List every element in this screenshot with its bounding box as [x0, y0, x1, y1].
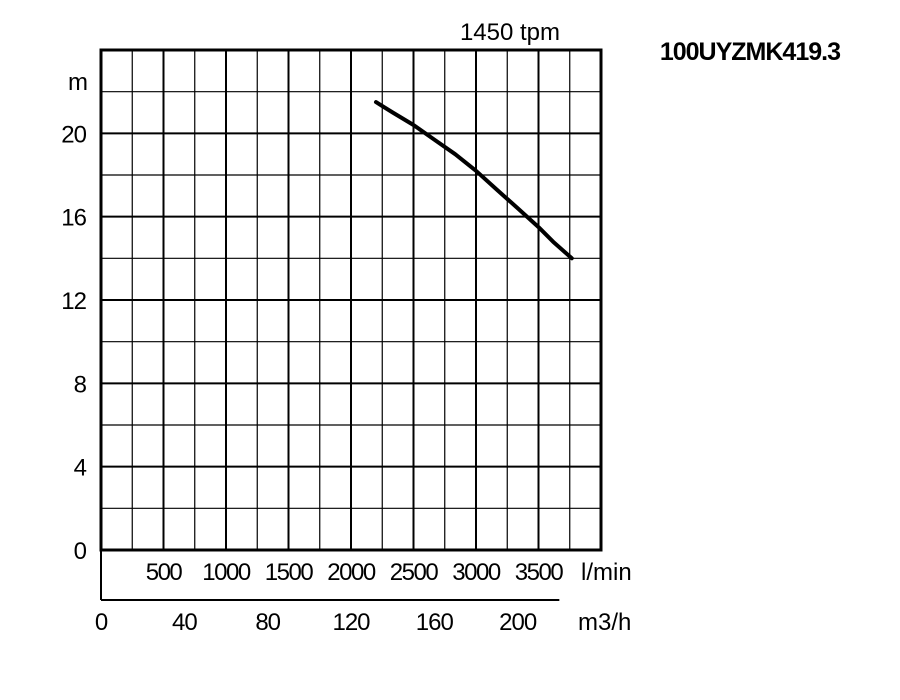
lmin-unit-label: l/min: [581, 559, 632, 586]
subtitle-rpm: 1450 tpm: [460, 19, 560, 46]
grid: [101, 50, 601, 550]
x-tick-labels: 0 40 80 120 160 200: [95, 609, 538, 636]
lmin-tick-label: 500: [146, 559, 183, 586]
y-tick-labels: 0 4 8 12 16 20: [61, 121, 87, 565]
lmin-tick-label: 2500: [390, 559, 439, 586]
x-tick-label: 160: [416, 609, 454, 636]
y-tick-label: 0: [74, 538, 87, 565]
lmin-tick-label: 2000: [327, 559, 376, 586]
y-tick-label: 20: [61, 121, 86, 148]
head-flow-curve: [374, 100, 574, 261]
chart-title-model: 100UYZMK419.3: [660, 38, 840, 66]
x-tick-label: 120: [332, 609, 370, 636]
x-tick-label: 80: [255, 609, 280, 636]
lmin-tick-label: 3000: [452, 559, 501, 586]
y-tick-label: 8: [74, 371, 87, 398]
lmin-tick-label: 1500: [265, 559, 314, 586]
x-tick-label: 0: [95, 609, 108, 636]
x-tick-label: 200: [499, 609, 537, 636]
y-tick-label: 16: [61, 205, 86, 232]
x-axis-unit-label: m3/h: [578, 609, 631, 636]
lmin-tick-labels: 500 1000 1500 2000 2500 3000 3500: [146, 559, 565, 586]
y-tick-label: 12: [61, 288, 86, 315]
y-tick-label: 4: [74, 455, 87, 482]
y-axis-unit-label: m: [68, 69, 88, 96]
x-tick-label: 40: [172, 609, 197, 636]
lmin-tick-label: 3500: [515, 559, 564, 586]
lmin-tick-label: 1000: [202, 559, 251, 586]
